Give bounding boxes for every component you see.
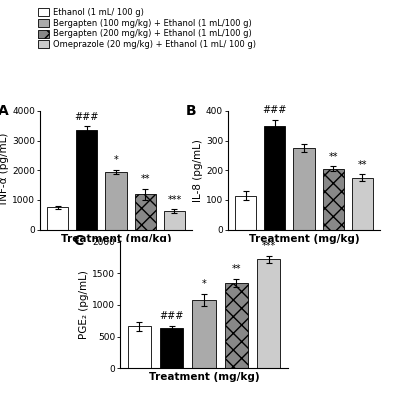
X-axis label: Treatment (mg/kg): Treatment (mg/kg) (61, 234, 171, 244)
Text: **: ** (358, 160, 367, 170)
Text: C: C (73, 234, 83, 248)
Text: *: * (202, 279, 206, 289)
Bar (352, 178, 373, 230)
Text: **: ** (328, 152, 338, 162)
Text: ***: *** (262, 241, 276, 251)
Text: ###: ### (262, 105, 287, 115)
Text: ###: ### (74, 112, 99, 122)
Text: A: A (0, 104, 8, 118)
Bar (164, 211, 185, 230)
Bar (106, 172, 126, 230)
Y-axis label: TNF-α (pg/mL): TNF-α (pg/mL) (0, 133, 9, 208)
Bar (323, 169, 344, 230)
Bar (135, 194, 156, 230)
Bar (225, 283, 248, 368)
X-axis label: Treatment (mg/kg): Treatment (mg/kg) (149, 373, 259, 383)
Y-axis label: PGE₂ (pg/mL): PGE₂ (pg/mL) (79, 270, 89, 339)
Text: **: ** (140, 174, 150, 184)
Bar (128, 326, 151, 368)
Bar (257, 259, 280, 368)
Text: ***: *** (167, 194, 182, 204)
Legend: Ethanol (1 mL/ 100 g), Bergapten (100 mg/kg) + Ethanol (1 mL/100 g), Bergapten (: Ethanol (1 mL/ 100 g), Bergapten (100 mg… (36, 6, 258, 51)
Bar (294, 148, 314, 230)
Text: **: ** (232, 264, 241, 274)
Bar (192, 300, 216, 368)
Text: ###: ### (160, 311, 184, 321)
Bar (264, 126, 285, 230)
Bar (76, 130, 97, 230)
Bar (47, 208, 68, 230)
Text: *: * (114, 155, 118, 165)
Y-axis label: IL-8 (pg/mL): IL-8 (pg/mL) (193, 139, 203, 202)
X-axis label: Treatment (mg/kg): Treatment (mg/kg) (249, 234, 359, 244)
Bar (160, 328, 183, 368)
Text: B: B (186, 104, 196, 118)
Bar (235, 196, 256, 230)
